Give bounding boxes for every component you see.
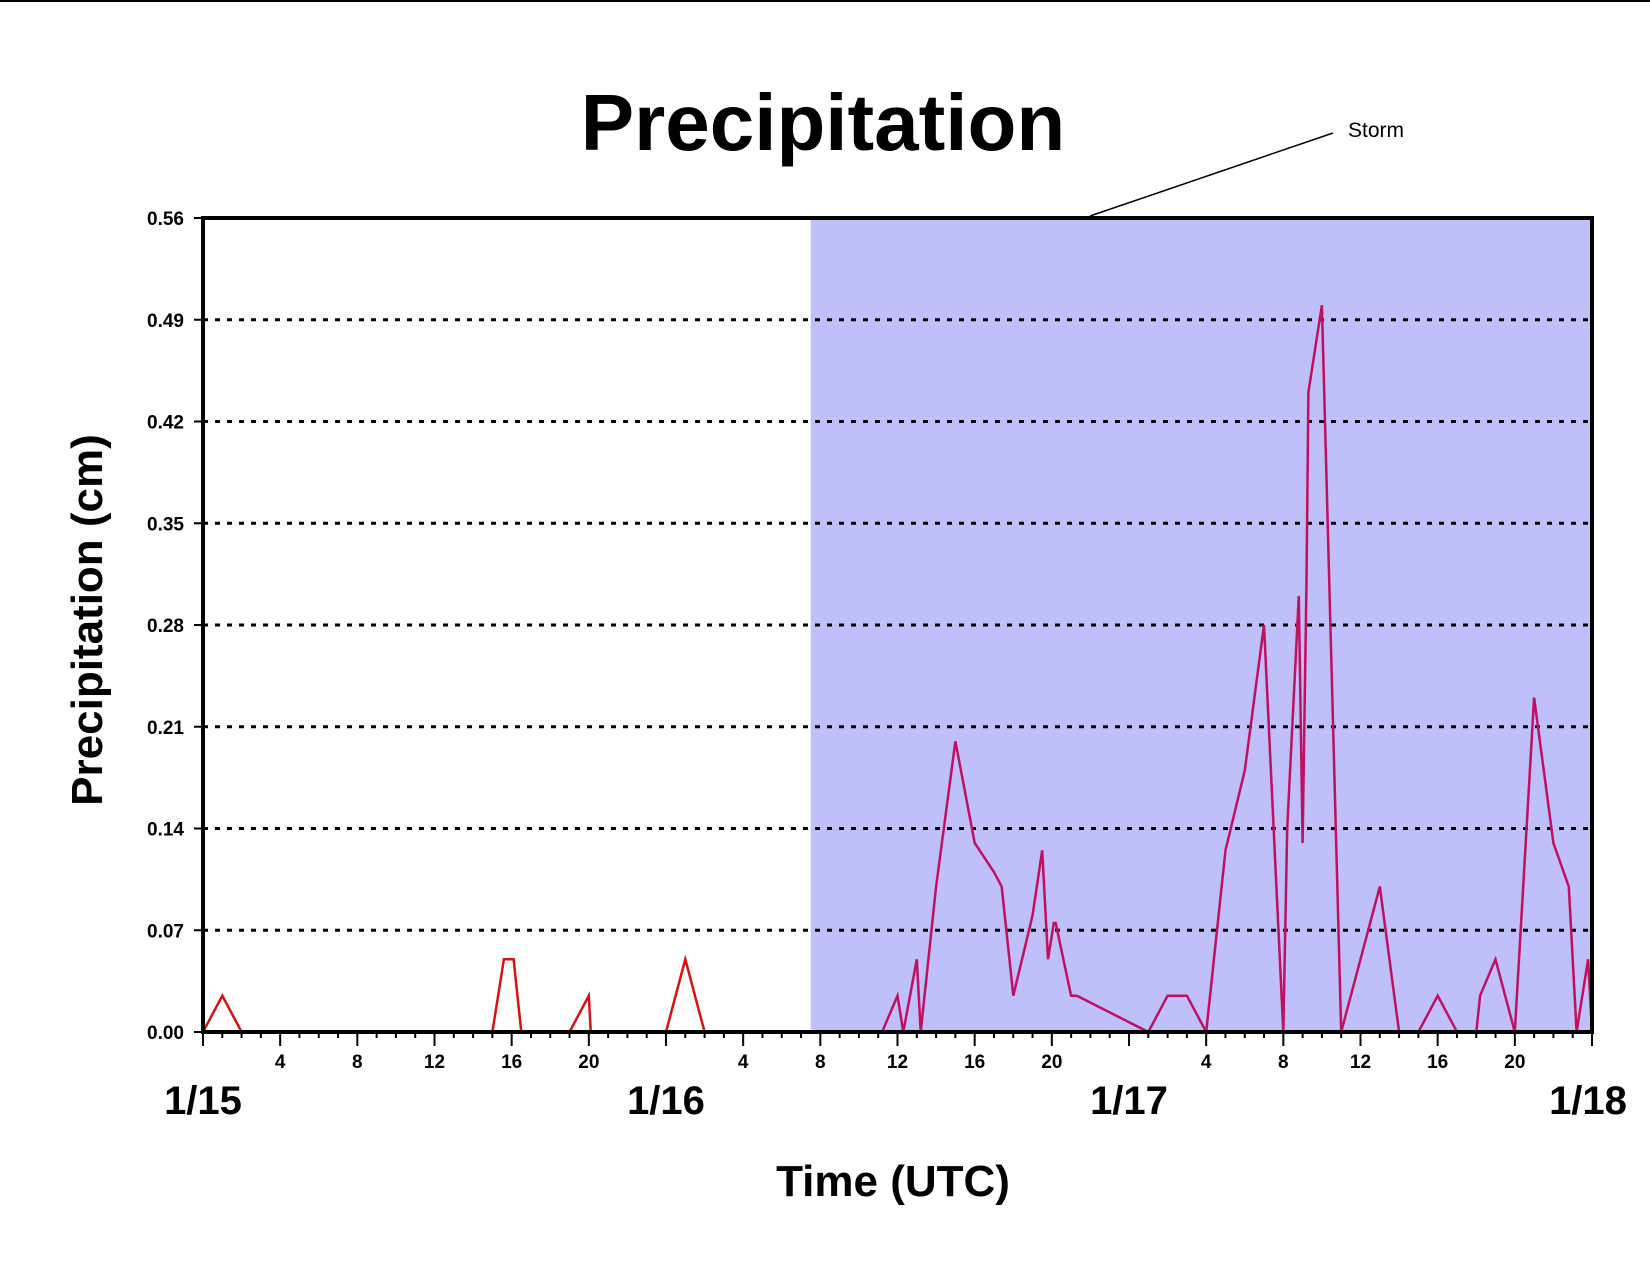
annotation-layer: Storm bbox=[1089, 119, 1404, 217]
y-tick-label: 0.56 bbox=[147, 209, 184, 230]
x-day-label: 1/16 bbox=[627, 1079, 705, 1123]
chart-title: Precipitation bbox=[581, 78, 1066, 167]
x-hour-label: 8 bbox=[1278, 1052, 1289, 1073]
y-tick-label: 0.28 bbox=[147, 616, 184, 637]
x-day-label: 1/18 bbox=[1549, 1079, 1627, 1123]
precipitation-series-line bbox=[201, 954, 811, 1034]
x-axis-label: Time (UTC) bbox=[776, 1157, 1010, 1206]
y-tick-label: 0.00 bbox=[147, 1023, 184, 1044]
x-hour-label: 16 bbox=[1427, 1052, 1448, 1073]
y-tick-label: 0.21 bbox=[147, 718, 184, 739]
axis-layer: 0.00 0.07 0.14 0.21 0.28 0.35 0.42 0.49 0.56 4 8 12… bbox=[147, 209, 1627, 1123]
precipitation-series-line bbox=[810, 305, 1594, 1037]
x-hour-label: 4 bbox=[275, 1052, 286, 1073]
x-hour-label: 12 bbox=[424, 1052, 445, 1073]
x-day-label: 1/17 bbox=[1090, 1079, 1168, 1123]
x-hour-label: 16 bbox=[501, 1052, 522, 1073]
grid-layer bbox=[203, 318, 1592, 932]
x-hour-label: 20 bbox=[1041, 1052, 1062, 1073]
x-hour-label: 20 bbox=[578, 1052, 599, 1073]
x-hour-label: 8 bbox=[352, 1052, 363, 1073]
x-hour-label: 12 bbox=[887, 1052, 908, 1073]
x-hour-label: 20 bbox=[1504, 1052, 1525, 1073]
y-tick-label: 0.14 bbox=[147, 820, 184, 841]
y-axis-label: Precipitation (cm) bbox=[63, 434, 112, 806]
y-tick-label: 0.49 bbox=[147, 311, 184, 332]
x-hour-label: 16 bbox=[964, 1052, 985, 1073]
y-tick-label: 0.07 bbox=[147, 921, 184, 942]
storm-annotation-label: Storm bbox=[1348, 119, 1404, 142]
x-hour-label: 4 bbox=[738, 1052, 749, 1073]
y-tick-label: 0.42 bbox=[147, 413, 184, 434]
x-hour-label: 8 bbox=[815, 1052, 826, 1073]
x-hour-label: 12 bbox=[1350, 1052, 1371, 1073]
y-tick-label: 0.35 bbox=[147, 514, 184, 535]
top-border-rule bbox=[0, 0, 1650, 2]
storm-annotation-leader bbox=[1089, 132, 1334, 217]
x-hour-label: 4 bbox=[1201, 1052, 1212, 1073]
x-day-label: 1/15 bbox=[164, 1079, 242, 1123]
